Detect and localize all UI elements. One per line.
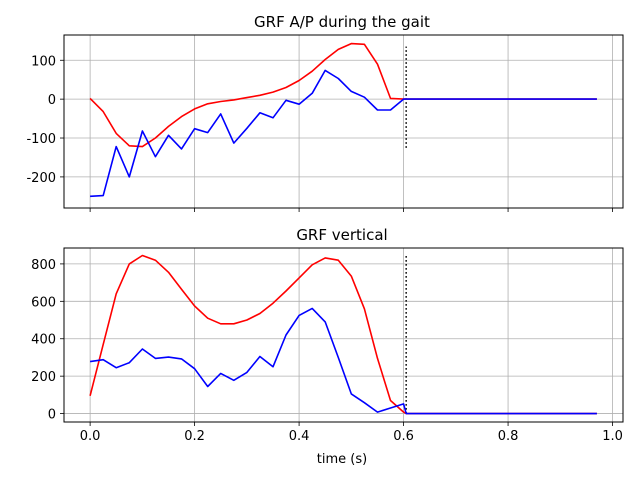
x-tick-label: 0.0 — [80, 429, 101, 444]
series-line-red — [89, 42, 597, 148]
ticks: -200 -100 0 100 — [26, 54, 613, 212]
y-tick-label: 200 — [31, 370, 56, 385]
y-tick-label: 600 — [31, 295, 56, 310]
x-axis-label: time (s) — [317, 452, 367, 467]
y-tick-label: 800 — [31, 258, 56, 273]
y-tick-label: -200 — [26, 171, 56, 186]
x-tick-label: 1.0 — [602, 429, 623, 444]
x-tick-label: 0.6 — [393, 429, 414, 444]
subplot-title: GRF vertical — [296, 226, 387, 244]
ticks: 0.0 0.2 0.4 0.6 0.8 1.0 0 200 400 600 800 — [31, 258, 623, 444]
subplot-title: GRF A/P during the gait — [254, 13, 430, 31]
axes-frame — [63, 247, 624, 423]
subplot-grf-ap: GRF A/P during the gait -200 -100 0 100 — [26, 13, 624, 212]
x-tick-label: 0.4 — [289, 429, 310, 444]
series-line-blue — [89, 307, 597, 415]
y-tick-label: 0 — [48, 408, 56, 423]
y-tick-label: -100 — [26, 132, 56, 147]
y-tick-label: 0 — [48, 93, 56, 108]
y-tick-label: 100 — [31, 54, 56, 69]
x-tick-label: 0.2 — [184, 429, 205, 444]
y-tick-label: 400 — [31, 333, 56, 348]
series-line-red — [89, 254, 597, 415]
series-line-blue — [90, 69, 597, 198]
series-layer — [89, 42, 597, 198]
axes-frame — [63, 34, 624, 209]
x-tick-label: 0.8 — [498, 429, 519, 444]
series-layer — [89, 254, 597, 415]
subplot-grf-vertical: GRF vertical 0.0 0.2 0.4 0.6 0.8 1.0 0 200 400 60… — [31, 226, 624, 467]
